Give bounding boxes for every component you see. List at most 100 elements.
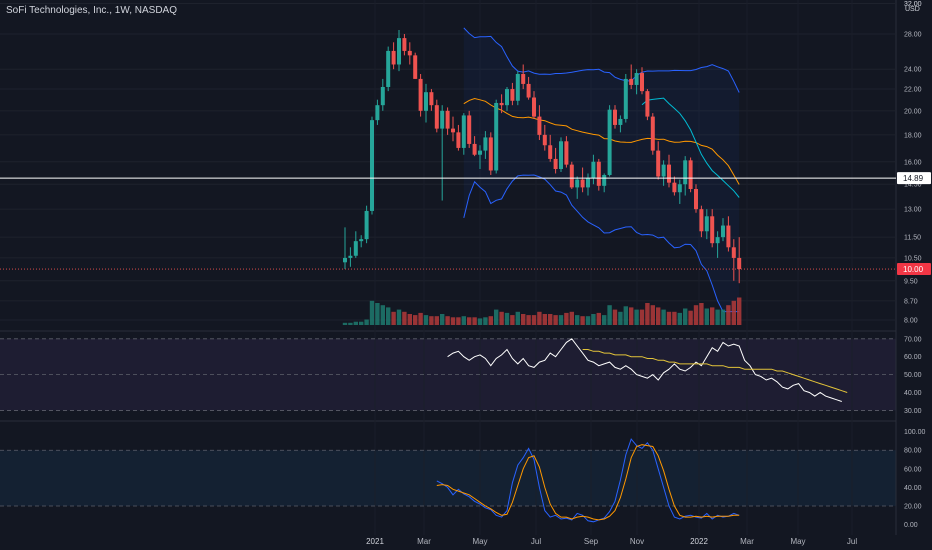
candle-body	[515, 73, 520, 101]
candle-body	[445, 110, 450, 129]
volume-bar	[688, 310, 693, 325]
candle-body	[532, 97, 536, 117]
volume-bar	[591, 314, 596, 325]
price-tick-label: 24.00	[904, 67, 922, 74]
candle-body	[607, 109, 612, 175]
candle-body	[710, 216, 715, 244]
volume-bar	[445, 316, 450, 325]
volume-bar	[531, 315, 537, 325]
volume-bar	[634, 309, 639, 325]
candle-body	[699, 209, 704, 232]
candle-body	[586, 178, 590, 188]
time-tick-label: May	[472, 537, 487, 546]
stoch-tick-label: 40.00	[904, 485, 922, 492]
candle-body	[672, 182, 677, 193]
volume-bar	[602, 315, 607, 325]
moving-average-line	[641, 97, 740, 198]
volume-bar	[580, 316, 585, 325]
volume-bar	[558, 315, 564, 325]
volume-bar	[418, 312, 423, 325]
volume-bar	[731, 300, 736, 325]
stoch-k-line	[436, 438, 740, 523]
volume-bar	[440, 314, 445, 325]
candle-body	[353, 241, 358, 256]
volume-bar	[699, 303, 704, 325]
volume-bar	[391, 311, 396, 325]
volume-bar	[380, 305, 385, 325]
volume-bar	[413, 315, 418, 325]
rsi-tick-label: 30.00	[904, 408, 922, 415]
candle-body	[386, 50, 391, 87]
volume-bar	[704, 308, 709, 325]
candle-body	[656, 150, 661, 177]
volume-bar	[450, 317, 456, 325]
price-tick-label: 20.00	[904, 108, 922, 115]
candle-body	[375, 105, 380, 121]
candle-body	[456, 132, 461, 148]
rsi-tick-label: 60.00	[904, 354, 922, 361]
horizontal-line-badge	[897, 172, 931, 185]
candle-body	[505, 89, 509, 106]
volume-bar	[726, 305, 731, 325]
time-tick-label: Mar	[417, 537, 431, 546]
candle-body	[629, 78, 634, 85]
time-tick-label: 2021	[366, 537, 384, 546]
candle-body	[407, 50, 412, 56]
price-tick-label: 9.50	[904, 278, 918, 285]
stoch-tick-label: 0.00	[904, 522, 918, 529]
rsi-tick-label: 70.00	[904, 336, 922, 343]
candle-body	[418, 78, 423, 111]
rsi-tick-label: 50.00	[904, 372, 922, 379]
candle-body	[440, 110, 445, 129]
volume-bar	[656, 307, 661, 325]
candle-body	[429, 92, 434, 106]
price-tick-label: 10.50	[904, 255, 922, 262]
volume-bar	[639, 309, 645, 325]
volume-bar	[661, 309, 666, 325]
price-tick-label: 13.00	[904, 207, 922, 214]
candle-body	[413, 55, 418, 79]
candle-body	[478, 150, 482, 155]
volume-bar	[402, 311, 407, 325]
candle-body	[667, 164, 671, 183]
volume-bar	[618, 311, 623, 325]
time-tick-label: Jul	[847, 537, 857, 546]
candle-body	[397, 38, 401, 65]
volume-bar	[623, 306, 628, 325]
volume-bar	[683, 308, 688, 325]
candle-body	[564, 141, 569, 165]
volume-bar	[521, 314, 526, 325]
volume-bar	[564, 312, 569, 325]
volume-bar	[737, 297, 742, 325]
stoch-band	[0, 450, 896, 506]
price-tick-label: 8.70	[904, 298, 918, 305]
candle-body	[424, 92, 428, 111]
stoch-tick-label: 60.00	[904, 466, 922, 473]
volume-bar	[369, 300, 375, 325]
candle-body	[359, 239, 364, 242]
chart-title: SoFi Technologies, Inc., 1W, NASDAQ	[6, 5, 178, 16]
volume-bar	[488, 316, 493, 325]
candle-body	[364, 210, 369, 240]
candle-body	[715, 237, 720, 244]
candle-body	[402, 38, 407, 51]
volume-bar	[575, 315, 580, 325]
stoch-tick-label: 80.00	[904, 448, 922, 455]
candle-body	[688, 160, 693, 190]
candle-body	[704, 216, 709, 232]
price-tick-label: 22.00	[904, 87, 922, 94]
candle-body	[618, 118, 623, 125]
candle-body	[683, 160, 688, 185]
volume-bar	[596, 312, 601, 325]
time-tick-label: Mar	[740, 537, 754, 546]
time-tick-label: Sep	[584, 537, 599, 546]
candle-body	[548, 145, 553, 159]
candle-body	[467, 115, 472, 144]
volume-bar	[407, 314, 412, 325]
candle-body	[694, 189, 698, 210]
price-tick-label: 14.50	[904, 182, 922, 189]
volume-bar	[359, 321, 364, 325]
volume-bar	[494, 309, 499, 325]
time-tick-label: 2022	[690, 537, 708, 546]
